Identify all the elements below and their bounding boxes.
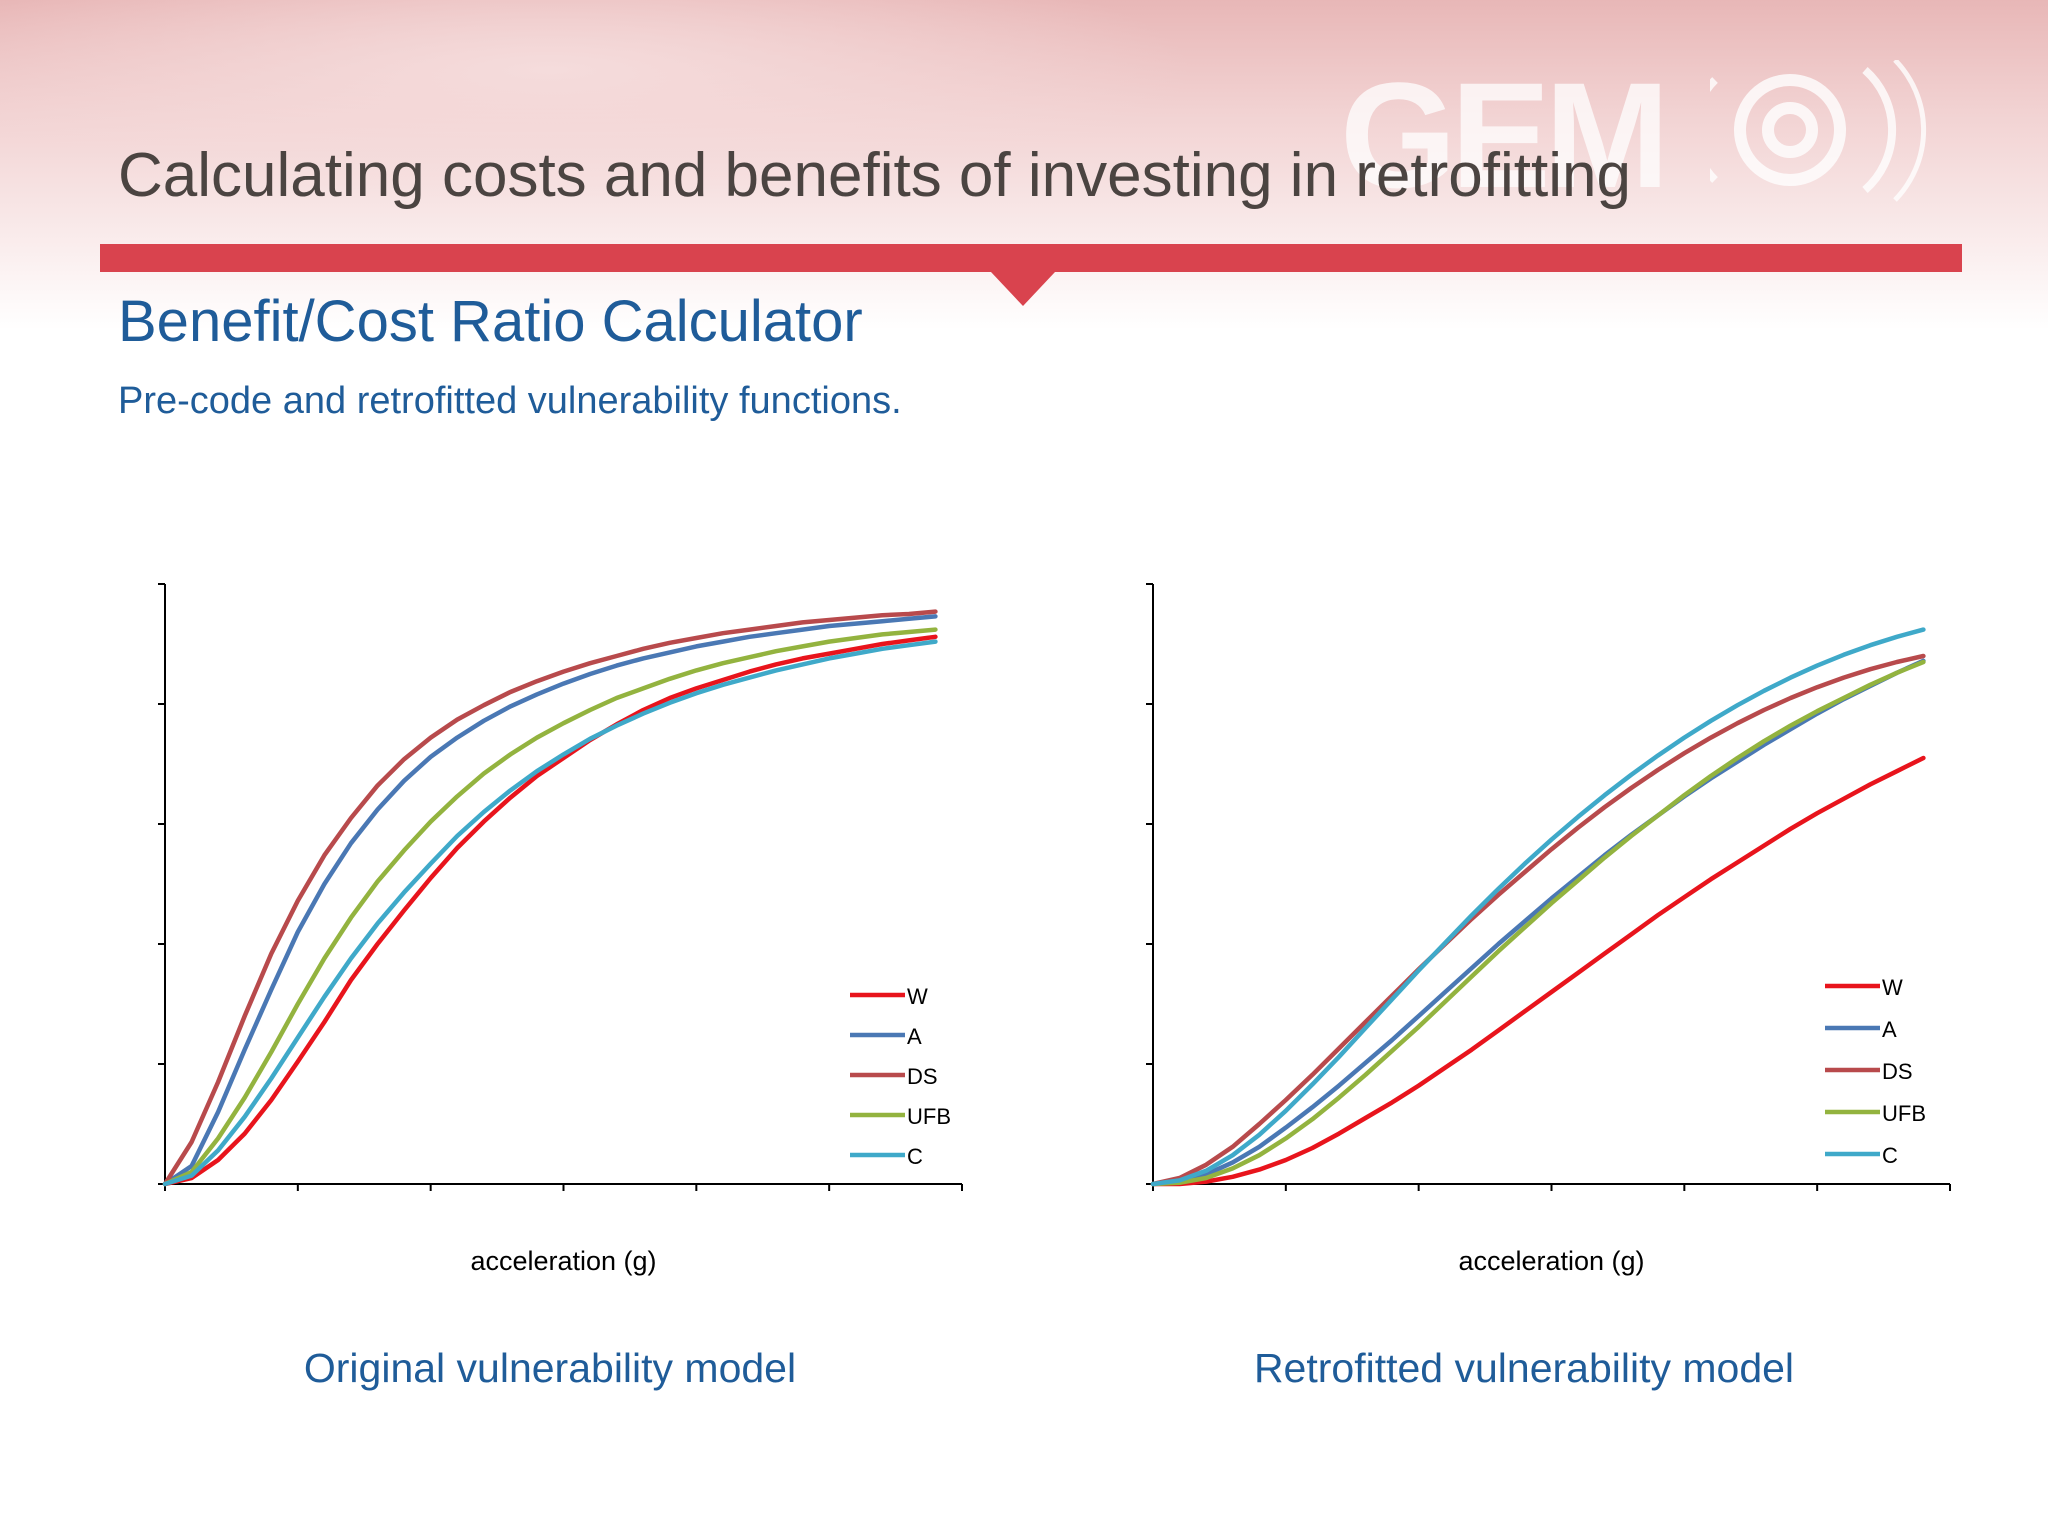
- legend-item-c: C: [1825, 1143, 1898, 1168]
- legend-label: UFB: [1882, 1101, 1926, 1126]
- legend-label: C: [1882, 1143, 1898, 1168]
- page-title: Calculating costs and benefits of invest…: [118, 141, 1631, 210]
- legend-label: UFB: [907, 1104, 951, 1129]
- legend-label: DS: [1882, 1059, 1913, 1084]
- legend-label: DS: [907, 1064, 938, 1089]
- title-divider-bar: [100, 244, 1962, 272]
- signal-rings-icon: [1710, 60, 1927, 202]
- legend-item-ufb: UFB: [1825, 1101, 1926, 1126]
- series-line-a: [1150, 658, 1926, 1187]
- legend-item-ufb: UFB: [850, 1104, 951, 1129]
- legend-item-a: A: [850, 1024, 922, 1049]
- series-line-ufb: [162, 627, 938, 1187]
- legend-item-ds: DS: [1825, 1059, 1913, 1084]
- legend-label: W: [907, 984, 928, 1009]
- legend-label: W: [1882, 975, 1903, 1000]
- section-heading: Benefit/Cost Ratio Calculator: [118, 289, 863, 354]
- legend-label: A: [1882, 1017, 1897, 1042]
- x-axis-label: acceleration (g): [1458, 1246, 1644, 1276]
- series-line-ds: [1150, 653, 1926, 1187]
- x-axis-label: acceleration (g): [470, 1246, 656, 1276]
- series-line-w: [162, 634, 938, 1187]
- legend-item-w: W: [850, 984, 928, 1009]
- series-line-a: [162, 614, 938, 1187]
- original-model-caption: Original vulnerability model: [303, 1345, 797, 1391]
- gem-logo: GEM: [1340, 60, 1980, 210]
- divider-notch: [991, 272, 1055, 306]
- series-line-ufb: [1150, 659, 1926, 1187]
- legend-item-c: C: [850, 1144, 923, 1169]
- legend-item-w: W: [1825, 975, 1903, 1000]
- gem-logo-text: GEM: [1340, 51, 1670, 219]
- series-line-w: [1150, 755, 1926, 1187]
- series-line-c: [1150, 627, 1926, 1187]
- legend-item-a: A: [1825, 1017, 1897, 1042]
- retrofitted-model-caption: Retrofitted vulnerability model: [1253, 1345, 1795, 1391]
- legend-label: C: [907, 1144, 923, 1169]
- series-line-ds: [162, 609, 938, 1187]
- section-description: Pre-code and retrofitted vulnerability f…: [118, 380, 902, 422]
- series-line-c: [162, 639, 938, 1187]
- legend-item-ds: DS: [850, 1064, 938, 1089]
- legend-label: A: [907, 1024, 922, 1049]
